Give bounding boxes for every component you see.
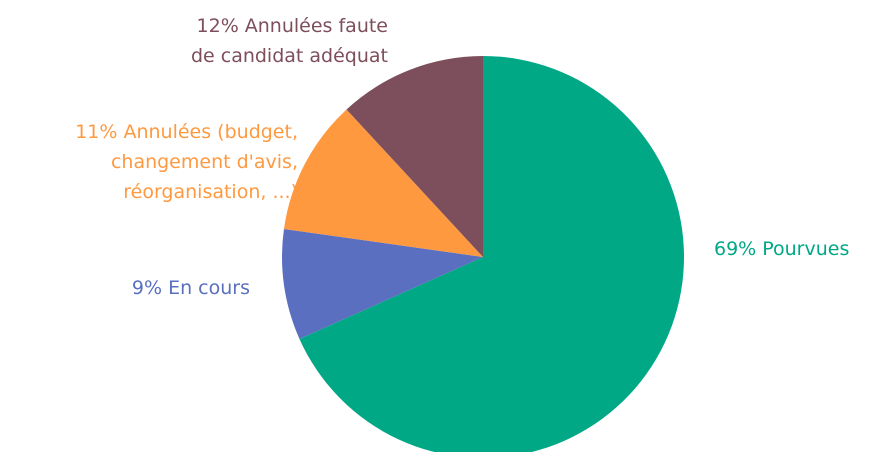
slice-label: 9% En cours <box>132 277 250 299</box>
slice-label: 12% Annulées faute de candidat adéquat <box>191 15 388 67</box>
pie-slice <box>299 56 684 452</box>
category-label: changement d'avis, <box>111 151 298 173</box>
value-label: 12% <box>197 15 239 37</box>
pie-slice <box>282 228 483 339</box>
value-label: 9% <box>132 277 162 299</box>
slice-label: 11% Annulées (budget, changement d'avis, ré… <box>75 121 298 203</box>
category-label: En cours <box>168 277 250 299</box>
category-label: Annulées (budget, <box>123 121 298 143</box>
category-label: réorganisation, ...) <box>123 181 298 203</box>
value-label: 69% <box>714 238 756 260</box>
category-label: de candidat adéquat <box>191 45 388 67</box>
category-label: Annulées faute <box>245 15 388 37</box>
pie-slice <box>283 109 483 257</box>
category-label: Pourvues <box>762 238 849 260</box>
pie-slice <box>346 55 483 257</box>
value-label: 11% <box>75 121 117 143</box>
slice-label: 69% Pourvues <box>714 238 849 260</box>
